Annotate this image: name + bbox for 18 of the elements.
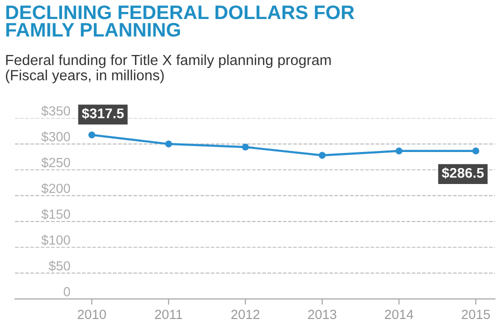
x-tick-label: 2010 (78, 310, 106, 320)
x-tick-label: 2015 (462, 310, 490, 320)
y-tick-label: $200 (41, 183, 70, 194)
data-label: $317.5 (82, 108, 124, 120)
data-label: $286.5 (442, 167, 484, 179)
x-tick-label: 2014 (384, 310, 414, 320)
x-tick-label: 2012 (231, 310, 260, 320)
y-tick-label: $150 (41, 208, 70, 220)
y-tick-label: $300 (41, 131, 70, 142)
x-tick-label: 2011 (155, 310, 182, 320)
x-tick-label: 2013 (308, 310, 336, 320)
y-tick-label: 0 (64, 287, 70, 296)
chart-subtitle: Federal funding for Title X family planning program (Fiscal years, in millions) (6, 54, 331, 84)
y-tick-label: $250 (41, 157, 70, 168)
chart-title: DECLINING FEDERAL DOLLARS FOR FAMILY PLANNING (6, 5, 354, 37)
y-tick-label: $50 (48, 260, 70, 272)
y-tick-label: $350 (41, 106, 70, 116)
y-tick-label: $100 (41, 234, 70, 246)
